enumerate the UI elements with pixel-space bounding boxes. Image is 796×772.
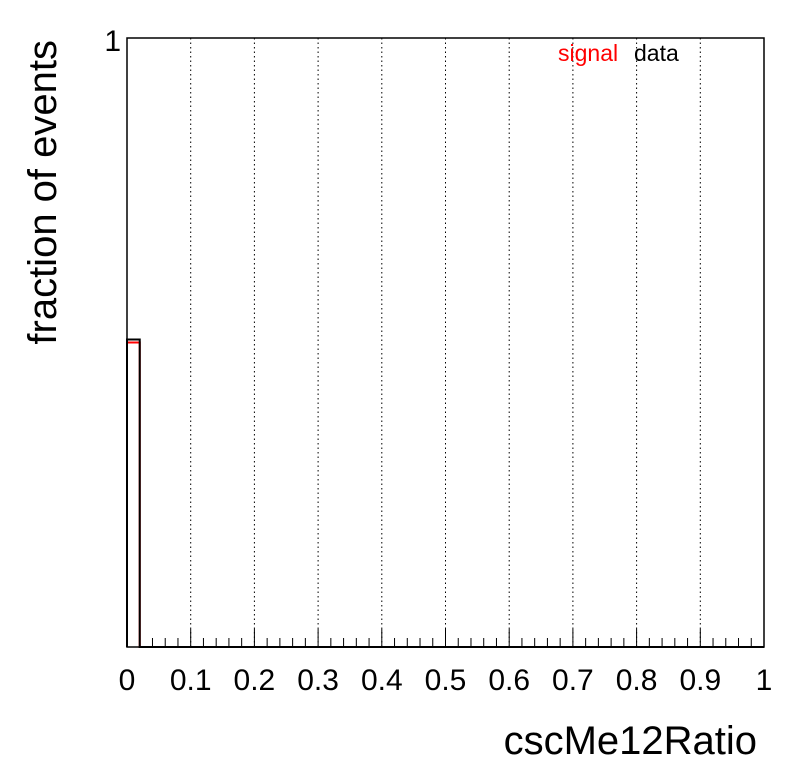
x-tick-label: 0 bbox=[119, 664, 136, 697]
legend-entry-data: data bbox=[634, 40, 679, 66]
x-tick-label: 0.8 bbox=[616, 664, 658, 697]
x-tick-label: 0.2 bbox=[234, 664, 276, 697]
x-tick-label: 0.7 bbox=[552, 664, 594, 697]
y-tick-labels: 1 bbox=[104, 25, 121, 58]
legend-entry-signal: signal bbox=[558, 40, 618, 66]
x-axis-title: cscMe12Ratio bbox=[504, 719, 757, 763]
plot-frame bbox=[126, 37, 765, 648]
x-tick-label: 0.5 bbox=[425, 664, 467, 697]
x-tick-label: 1 bbox=[756, 664, 773, 697]
legend: signal data bbox=[558, 40, 679, 66]
y-axis-title: fraction of events bbox=[21, 40, 65, 345]
x-tick-labels: 0 0.1 0.2 0.3 0.4 0.5 0.6 0.7 0.8 0.9 1 bbox=[119, 664, 773, 697]
y-tick-label: 1 bbox=[104, 25, 121, 58]
x-tick-label: 0.9 bbox=[679, 664, 721, 697]
x-tick-label: 0.6 bbox=[488, 664, 530, 697]
x-tick-label: 0.4 bbox=[361, 664, 403, 697]
x-tick-label: 0.1 bbox=[170, 664, 212, 697]
x-tick-label: 0.3 bbox=[297, 664, 339, 697]
